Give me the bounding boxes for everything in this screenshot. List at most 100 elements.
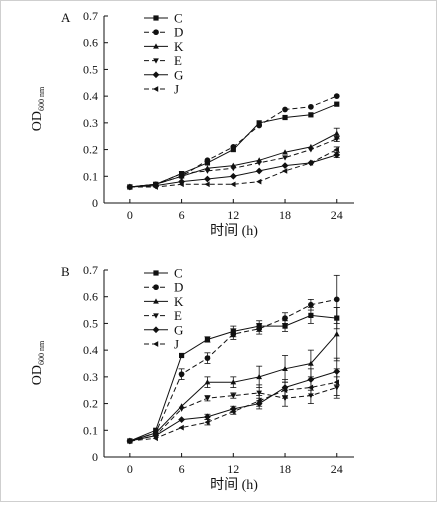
legend-marker	[153, 58, 159, 64]
data-point-J	[230, 181, 236, 188]
data-point-K	[333, 331, 340, 337]
x-tick-label: 12	[227, 208, 239, 222]
x-tick-label: 6	[179, 208, 185, 222]
y-axis-label: OD600 nm	[30, 340, 46, 385]
legend-marker	[153, 15, 159, 21]
y-tick-label: 0.3	[83, 116, 98, 130]
legend-entry-D: D	[144, 25, 183, 40]
data-point-J	[333, 379, 339, 386]
chart-panel-B: 0 0.1 0.2 0.3 0.4 0.5 0.6 0.7 0 6 12 18 24 B OD600 nm 时…	[30, 263, 354, 493]
legend-label: G	[174, 322, 183, 337]
data-point-D	[308, 103, 314, 110]
data-point-D	[333, 93, 340, 100]
legend-marker	[153, 86, 159, 92]
x-axis-label: 时间 (h)	[210, 477, 258, 493]
legend-entry-G: G	[144, 322, 183, 337]
y-tick-label: 0.4	[83, 89, 98, 103]
data-point-K	[230, 379, 237, 385]
data-point-C	[308, 312, 314, 319]
data-point-J	[256, 178, 262, 185]
data-point-E	[256, 160, 263, 166]
data-point-D	[178, 371, 185, 378]
legend-label: D	[174, 25, 183, 40]
y-tick-label: 0.5	[83, 62, 98, 76]
data-point-J	[256, 398, 262, 404]
data-point-G	[333, 151, 341, 159]
data-point-E	[230, 166, 237, 172]
data-point-J	[307, 384, 314, 391]
x-tick-label: 0	[127, 462, 133, 476]
legend-label: J	[174, 337, 179, 352]
y-tick-label: 0.2	[83, 143, 98, 157]
data-point-K	[282, 149, 288, 155]
x-tick-label: 0	[127, 208, 133, 222]
legend-marker	[153, 341, 159, 347]
x-tick-label: 18	[279, 462, 291, 476]
legend-entry-E: E	[144, 308, 182, 323]
legend-entry-J: J	[144, 337, 179, 352]
data-point-E	[256, 390, 263, 396]
series-G	[126, 151, 341, 191]
legend-label: K	[174, 39, 184, 54]
y-axis-label: OD600 nm	[30, 86, 46, 131]
legend-entry-C: C	[144, 11, 183, 26]
y-tick-label: 0.6	[83, 36, 98, 50]
legend-label: E	[174, 308, 182, 323]
x-tick-label: 24	[331, 208, 343, 222]
y-tick-label: 0	[92, 450, 98, 464]
data-point-K	[256, 373, 263, 380]
y-tick-label: 0.7	[83, 9, 98, 23]
data-point-C	[308, 112, 314, 118]
panel-label: B	[61, 264, 70, 279]
data-point-E	[204, 396, 211, 402]
data-point-J	[152, 435, 158, 442]
series-G	[126, 357, 341, 445]
data-point-G	[204, 175, 211, 183]
legend-label: G	[174, 67, 183, 82]
y-tick-label: 0.1	[83, 423, 98, 437]
data-point-J	[152, 184, 158, 190]
x-tick-label: 6	[179, 462, 185, 476]
legend-label: K	[174, 294, 184, 309]
data-point-E	[178, 171, 185, 177]
data-point-D	[230, 331, 237, 337]
data-point-G	[255, 167, 263, 175]
legend-label: C	[174, 266, 183, 281]
series-line-E	[129, 387, 337, 442]
data-point-J	[307, 160, 314, 166]
data-point-K	[308, 360, 314, 366]
legend-label: D	[174, 280, 183, 295]
data-point-E	[282, 155, 288, 161]
legend-marker	[153, 270, 159, 276]
legend-marker	[153, 43, 159, 49]
data-point-C	[282, 114, 288, 121]
data-point-D	[256, 122, 263, 129]
data-point-J	[178, 424, 184, 431]
data-point-E	[333, 136, 340, 142]
data-point-E	[230, 393, 237, 399]
legend-marker	[153, 29, 159, 36]
data-point-D	[256, 325, 263, 332]
series-D	[127, 274, 340, 444]
series-C	[127, 306, 340, 444]
data-point-J	[126, 184, 133, 190]
y-tick-label: 0.1	[83, 169, 98, 183]
data-point-E	[204, 168, 211, 174]
data-point-G	[281, 162, 289, 169]
data-point-C	[334, 101, 340, 107]
series-J	[126, 146, 340, 190]
data-point-D	[230, 144, 237, 150]
legend-marker	[153, 284, 159, 291]
data-point-E	[308, 147, 314, 153]
data-point-C	[282, 323, 288, 329]
data-point-J	[126, 438, 133, 444]
data-point-C	[204, 336, 211, 343]
data-point-K	[204, 379, 211, 385]
x-tick-label: 24	[331, 462, 343, 476]
legend-entry-J: J	[144, 82, 179, 97]
legend-label: C	[174, 11, 183, 26]
chart-panel-A: 0 0.1 0.2 0.3 0.4 0.5 0.6 0.7 0 6 12 18 24 A OD600 nm 时…	[30, 9, 354, 239]
data-point-D	[333, 296, 340, 303]
